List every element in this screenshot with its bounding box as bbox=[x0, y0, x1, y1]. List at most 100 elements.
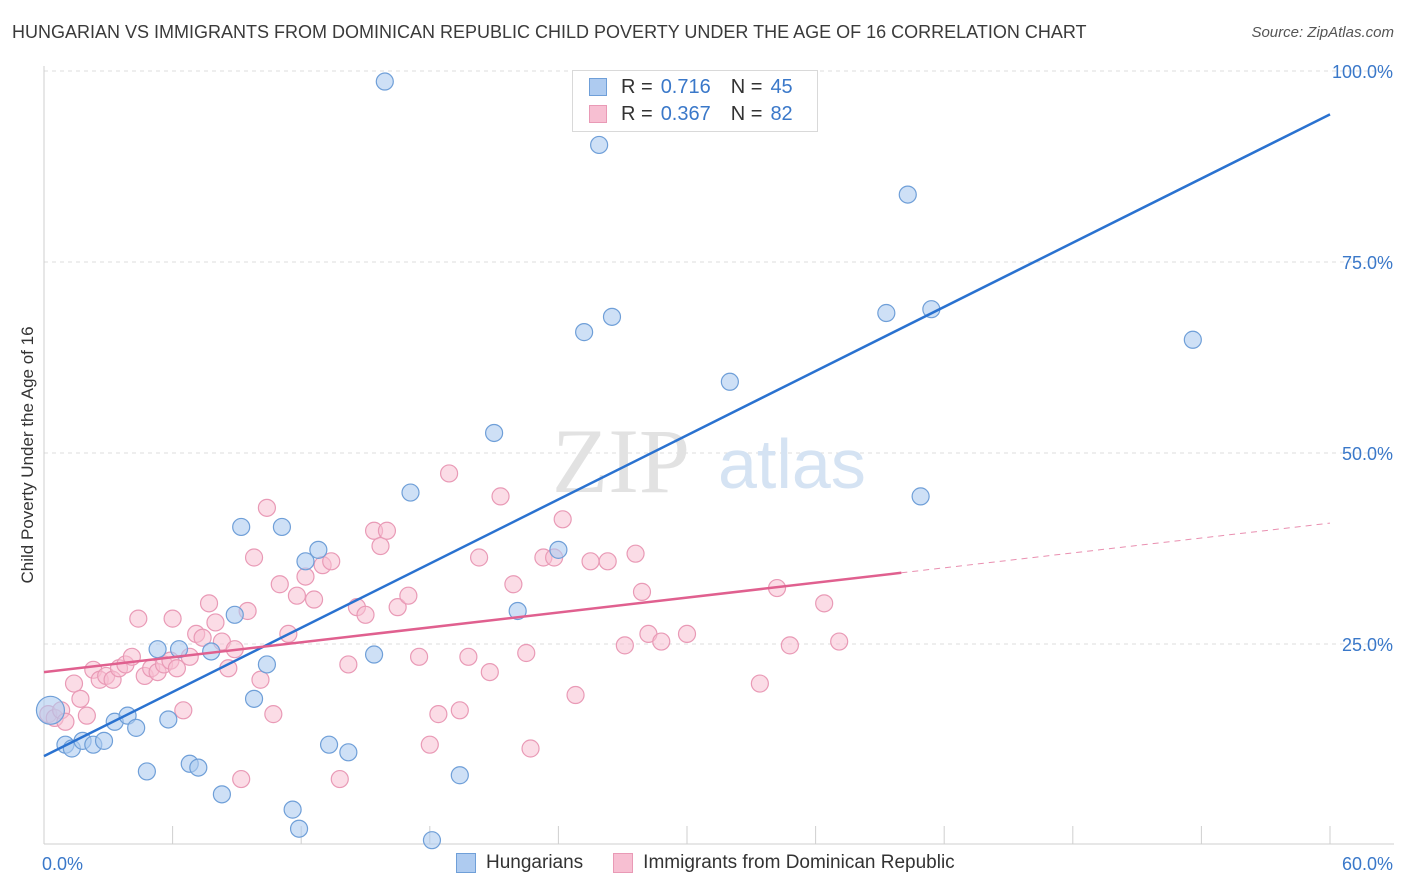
y-axis-label: Child Poverty Under the Age of 16 bbox=[18, 326, 37, 583]
data-point-hungarians bbox=[450, 766, 469, 785]
data-point-immigrants bbox=[163, 609, 182, 628]
data-point-hungarians bbox=[272, 517, 292, 537]
legend-swatch-blue bbox=[589, 78, 607, 96]
data-point-hungarians bbox=[127, 718, 146, 737]
data-point-immigrants bbox=[491, 487, 510, 506]
data-point-immigrants bbox=[553, 510, 572, 529]
data-point-hungarians bbox=[508, 601, 527, 621]
series-hungarians bbox=[35, 72, 1202, 850]
data-point-immigrants bbox=[232, 769, 251, 789]
data-point-immigrants bbox=[174, 701, 193, 720]
data-point-hungarians bbox=[339, 743, 358, 762]
data-point-immigrants bbox=[322, 552, 341, 571]
data-point-hungarians bbox=[375, 72, 394, 91]
data-point-hungarians bbox=[189, 758, 208, 777]
legend-swatch-pink bbox=[613, 853, 634, 873]
data-point-hungarians bbox=[720, 372, 739, 391]
legend-r-label: R = bbox=[621, 102, 653, 125]
data-point-immigrants bbox=[815, 594, 834, 613]
data-point-immigrants bbox=[632, 582, 652, 601]
legend-row-immigrants: R = 0.367 N = 82 bbox=[589, 101, 793, 127]
data-point-immigrants bbox=[339, 655, 358, 674]
legend-n-label: N = bbox=[730, 75, 763, 98]
data-point-hungarians bbox=[289, 819, 309, 838]
data-point-immigrants bbox=[304, 590, 324, 609]
data-point-hungarians bbox=[575, 323, 594, 342]
stats-legend: R = 0.716 N = 45 R = 0.367 N = 82 bbox=[572, 70, 818, 132]
data-point-immigrants bbox=[459, 647, 478, 666]
watermark-atlas: atlas bbox=[718, 425, 866, 503]
data-point-immigrants bbox=[296, 567, 315, 586]
data-point-immigrants bbox=[504, 575, 523, 594]
trend-line-immigrants bbox=[43, 571, 902, 674]
data-point-hungarians bbox=[35, 695, 66, 725]
trend-line-hungarians bbox=[43, 113, 1331, 758]
data-point-immigrants bbox=[409, 647, 429, 666]
data-point-immigrants bbox=[780, 636, 799, 655]
data-point-immigrants bbox=[270, 575, 289, 594]
data-point-immigrants bbox=[615, 636, 634, 655]
legend-label-immigrants: Immigrants from Dominican Republic bbox=[643, 852, 955, 873]
data-point-hungarians bbox=[94, 731, 114, 750]
data-point-hungarians bbox=[911, 487, 930, 506]
tick-labels: 25.0% 50.0% 75.0% 100.0% 0.0% 60.0% bbox=[42, 62, 1393, 874]
y-tick-label: 25.0% bbox=[1342, 635, 1393, 655]
x-tick-label: 0.0% bbox=[42, 854, 83, 874]
trend-line-immigrants-extension bbox=[901, 522, 1331, 574]
data-point-hungarians bbox=[283, 800, 302, 819]
data-point-immigrants bbox=[377, 521, 397, 540]
data-point-immigrants bbox=[566, 685, 585, 705]
data-point-hungarians bbox=[225, 605, 244, 624]
data-point-immigrants bbox=[517, 643, 536, 663]
data-point-hungarians bbox=[364, 645, 384, 664]
data-point-immigrants bbox=[64, 674, 84, 693]
data-point-immigrants bbox=[71, 689, 90, 708]
data-point-hungarians bbox=[296, 552, 315, 571]
data-point-immigrants bbox=[251, 670, 270, 689]
data-point-immigrants bbox=[388, 598, 407, 617]
legend-label-hungarians: Hungarians bbox=[486, 852, 584, 873]
data-point-immigrants bbox=[521, 739, 540, 758]
legend-r-value: 0.716 bbox=[660, 75, 711, 98]
data-point-hungarians bbox=[877, 303, 896, 323]
data-point-immigrants bbox=[581, 552, 600, 571]
legend-swatch-blue bbox=[456, 853, 476, 873]
data-point-hungarians bbox=[137, 762, 156, 781]
data-point-immigrants bbox=[193, 628, 212, 647]
data-point-hungarians bbox=[549, 540, 568, 559]
data-point-hungarians bbox=[257, 655, 277, 674]
data-point-hungarians bbox=[244, 689, 264, 708]
y-tick-label: 75.0% bbox=[1342, 253, 1393, 273]
data-point-hungarians bbox=[1183, 330, 1202, 349]
data-point-hungarians bbox=[232, 517, 251, 537]
data-point-immigrants bbox=[626, 544, 645, 563]
data-point-immigrants bbox=[129, 609, 148, 628]
data-point-immigrants bbox=[399, 586, 418, 605]
data-point-immigrants bbox=[480, 662, 499, 682]
data-point-hungarians bbox=[319, 735, 339, 754]
data-point-immigrants bbox=[450, 701, 469, 720]
data-point-immigrants bbox=[830, 632, 849, 651]
data-point-immigrants bbox=[750, 674, 769, 693]
data-point-immigrants bbox=[330, 769, 349, 789]
data-point-hungarians bbox=[401, 483, 420, 502]
data-point-immigrants bbox=[167, 659, 186, 678]
data-point-hungarians bbox=[309, 540, 328, 559]
legend-r-value: 0.367 bbox=[660, 102, 711, 125]
data-point-immigrants bbox=[677, 624, 697, 644]
legend-item-hungarians: Hungarians bbox=[456, 852, 583, 874]
data-point-immigrants bbox=[356, 605, 375, 624]
data-point-immigrants bbox=[429, 705, 448, 724]
legend-item-immigrants: Immigrants from Dominican Republic bbox=[613, 852, 955, 874]
data-point-hungarians bbox=[212, 785, 231, 804]
data-point-hungarians bbox=[148, 640, 167, 659]
data-point-immigrants bbox=[257, 498, 277, 517]
legend-r-label: R = bbox=[621, 75, 653, 98]
data-point-hungarians bbox=[159, 710, 178, 729]
source-label: Source: ZipAtlas.com bbox=[1251, 24, 1394, 41]
x-tick-label: 60.0% bbox=[1342, 854, 1393, 874]
legend-n-label: N = bbox=[730, 102, 763, 125]
data-point-immigrants bbox=[598, 552, 617, 571]
data-point-hungarians bbox=[602, 307, 622, 326]
